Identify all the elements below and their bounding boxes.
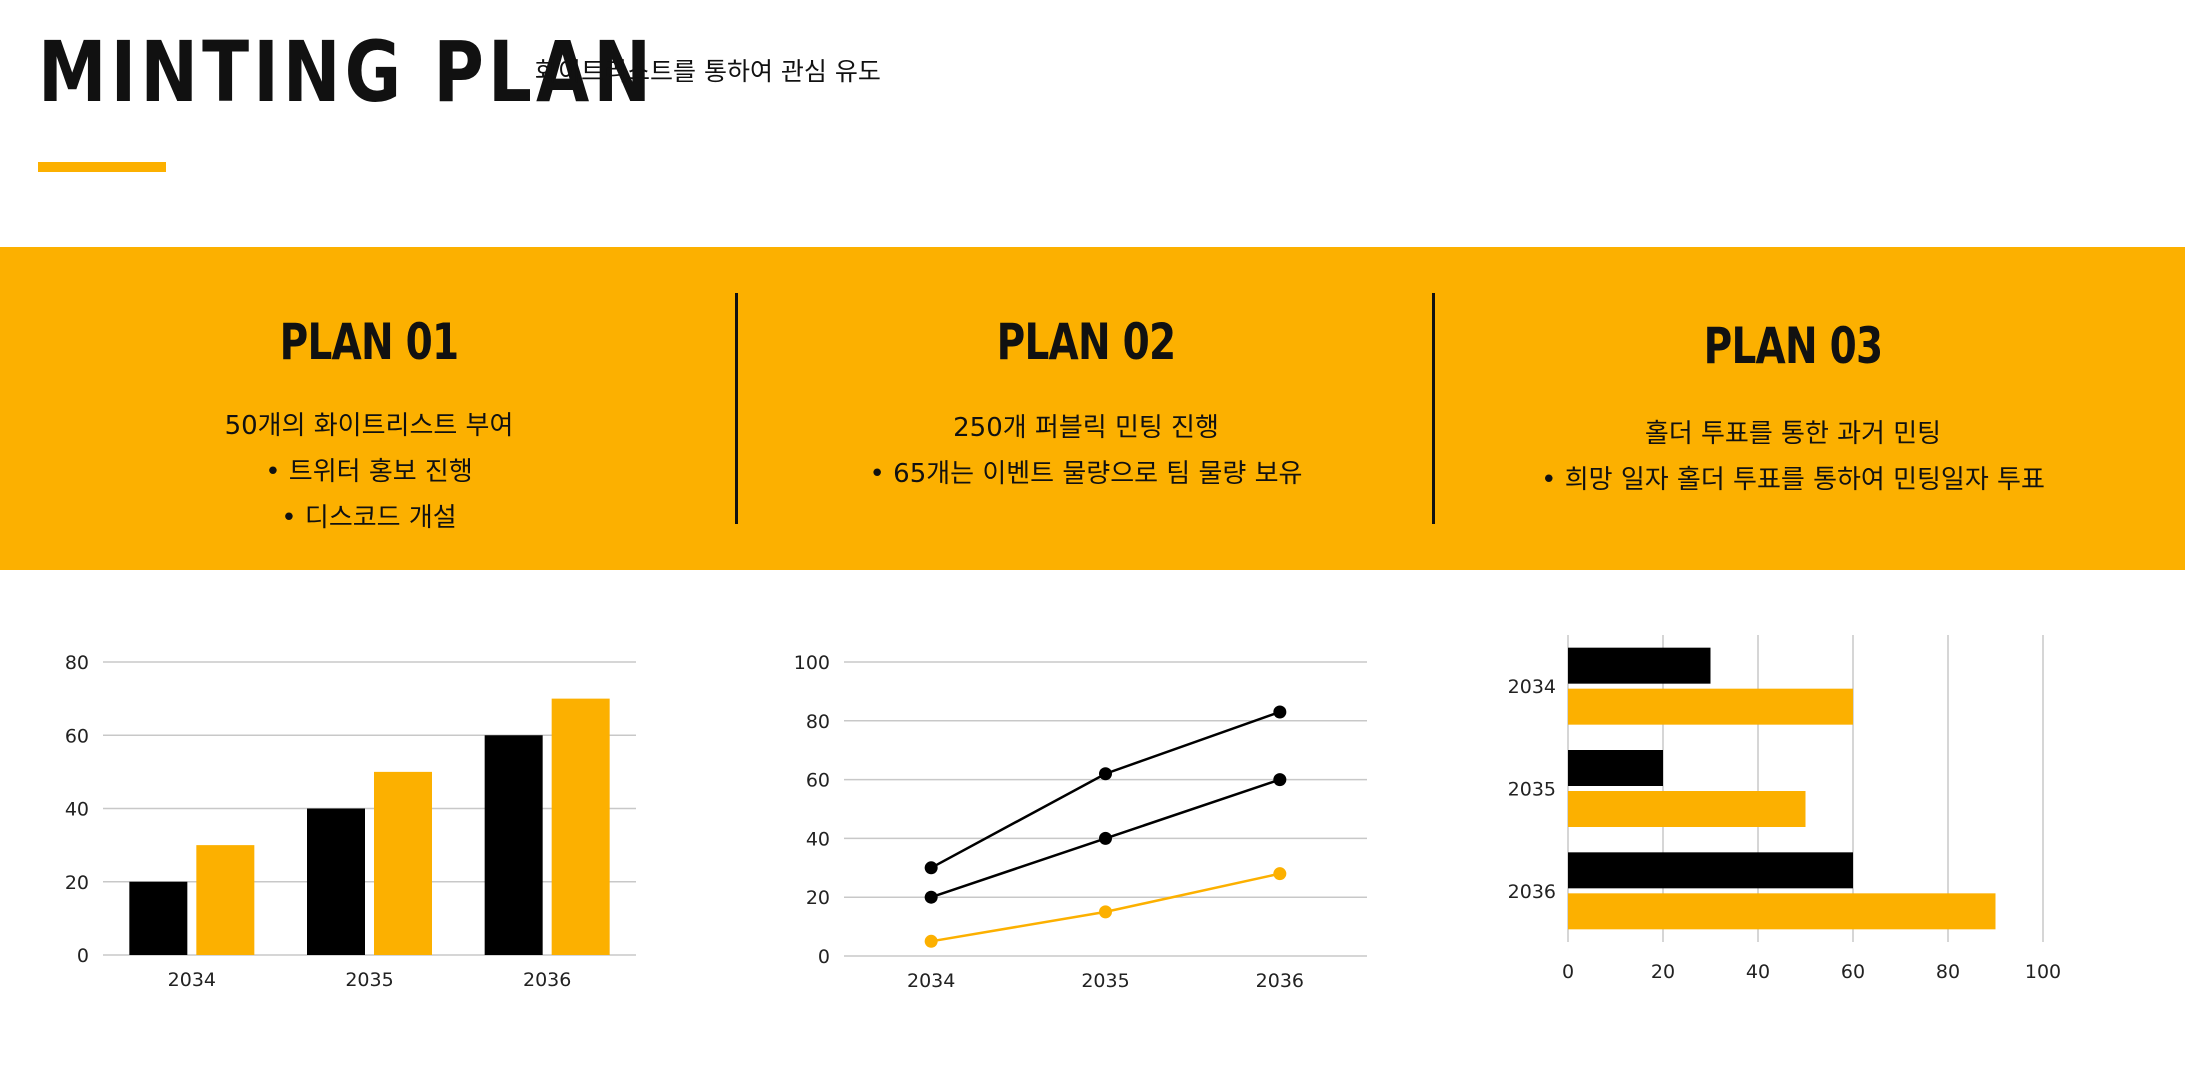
page-title: MINTING PLAN	[38, 23, 656, 121]
plan-line: • 65개는 이벤트 물량으로 팀 물량 보유	[869, 459, 1303, 489]
plan-line: • 디스코드 개설	[281, 503, 457, 533]
plan-card-2: PLAN 02 250개 퍼블릭 민팅 진행 • 65개는 이벤트 물량으로 팀…	[738, 317, 1434, 497]
y-tick-label: 60	[65, 725, 89, 747]
y-tick-label: 0	[818, 946, 830, 968]
y-tick-label: 2034	[1508, 676, 1556, 698]
plan-line: 250개 퍼블릭 민팅 진행	[953, 413, 1219, 443]
y-tick-label: 20	[806, 887, 830, 909]
x-tick-label: 2034	[168, 969, 216, 991]
plan-card-1: PLAN 01 50개의 화이트리스트 부여 • 트위터 홍보 진행 • 디스코…	[0, 317, 738, 541]
page-subtitle: 화이트리스트를 통하여 관심 유도	[535, 57, 881, 86]
data-point	[1099, 905, 1112, 919]
plan-line: • 희망 일자 홀더 투표를 통하여 민팅일자 투표	[1541, 465, 2045, 495]
data-point	[1273, 867, 1287, 881]
plan-title: PLAN 02	[996, 313, 1176, 371]
bar	[196, 845, 255, 955]
x-tick-label: 80	[1936, 961, 1960, 983]
bar-chart-horizontal: 0 20 40 60 80 100 2034 2035 2036	[1508, 635, 2061, 983]
plan-card-3: PLAN 03 홀더 투표를 통한 과거 민팅 • 희망 일자 홀더 투표를 통…	[1434, 321, 2152, 503]
plan-title: PLAN 03	[1703, 317, 1883, 375]
x-tick-label: 60	[1841, 961, 1865, 983]
plan-line: 50개의 화이트리스트 부여	[224, 411, 514, 441]
bar	[307, 808, 365, 955]
bar	[374, 771, 432, 955]
x-tick-label: 2035	[345, 969, 393, 991]
y-tick-label: 60	[806, 770, 830, 792]
plan-line: • 트위터 홍보 진행	[265, 457, 473, 487]
data-point	[1099, 831, 1112, 845]
plan-title: PLAN 01	[279, 313, 459, 371]
bar	[1568, 688, 1853, 725]
x-tick-label: 2035	[1081, 970, 1129, 992]
bar	[1568, 893, 1996, 930]
x-tick-label: 2034	[907, 970, 955, 992]
data-point	[924, 934, 938, 948]
x-tick-label: 100	[2025, 961, 2061, 983]
data-point	[1273, 705, 1287, 719]
title-underline	[38, 162, 166, 172]
bar	[1568, 647, 1711, 684]
y-tick-label: 80	[806, 711, 830, 733]
line-chart: 0 20 40 60 80 100 2034 2035 2036	[794, 652, 1367, 992]
data-point	[1099, 767, 1112, 781]
plans-band: PLAN 01 50개의 화이트리스트 부여 • 트위터 홍보 진행 • 디스코…	[0, 247, 2185, 570]
bar	[1568, 791, 1806, 827]
bar	[1568, 750, 1663, 786]
bar	[551, 698, 610, 955]
x-tick-label: 20	[1651, 961, 1675, 983]
x-tick-label: 40	[1746, 961, 1770, 983]
y-tick-label: 80	[65, 652, 89, 674]
bar	[1568, 852, 1853, 889]
bar-chart-vertical: 0 20 40 60 80 2034 2035 2036	[65, 652, 636, 991]
plan-line: 홀더 투표를 통한 과거 민팅	[1644, 419, 1942, 449]
bar	[129, 881, 188, 955]
y-tick-label: 2035	[1508, 779, 1556, 801]
y-tick-label: 40	[806, 828, 830, 850]
data-point	[1273, 773, 1287, 787]
y-tick-label: 40	[65, 799, 89, 821]
y-tick-label: 20	[65, 872, 89, 894]
plan-divider	[1432, 293, 1435, 524]
bar	[484, 735, 543, 955]
data-point	[924, 861, 938, 875]
data-point	[924, 890, 938, 904]
y-tick-label: 100	[794, 652, 830, 674]
x-tick-label: 0	[1562, 961, 1574, 983]
y-tick-label: 2036	[1508, 881, 1556, 903]
plan-divider	[735, 293, 738, 524]
x-tick-label: 2036	[523, 969, 571, 991]
y-tick-label: 0	[77, 945, 89, 967]
x-tick-label: 2036	[1256, 970, 1304, 992]
